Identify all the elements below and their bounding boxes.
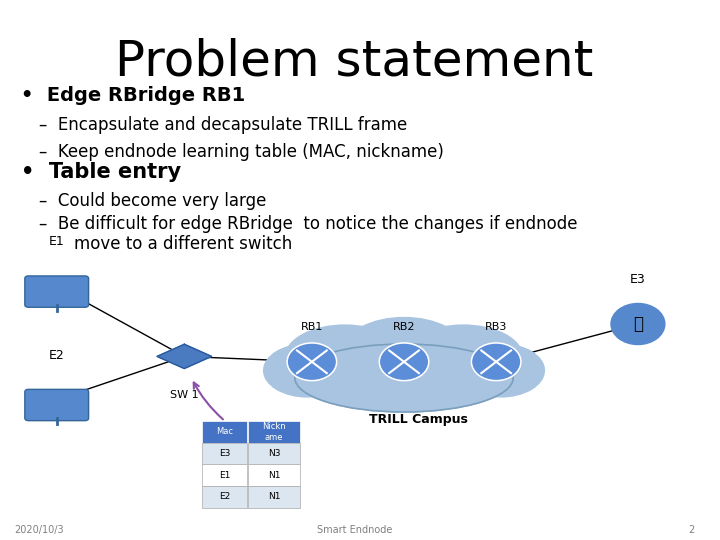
- Text: 🌐: 🌐: [633, 315, 643, 333]
- Text: •  Table entry: • Table entry: [22, 162, 181, 182]
- Text: ame: ame: [265, 433, 283, 442]
- Text: Problem statement: Problem statement: [115, 38, 593, 86]
- Circle shape: [287, 343, 337, 381]
- FancyBboxPatch shape: [202, 464, 247, 486]
- Text: Smart Endnode: Smart Endnode: [317, 524, 392, 535]
- Text: •  Edge RBridge RB1: • Edge RBridge RB1: [22, 86, 246, 105]
- Ellipse shape: [295, 344, 513, 412]
- Ellipse shape: [345, 318, 463, 381]
- Ellipse shape: [264, 344, 351, 397]
- Text: Mac: Mac: [216, 428, 233, 436]
- Ellipse shape: [404, 325, 523, 389]
- Text: TRILL Campus: TRILL Campus: [369, 413, 467, 426]
- Text: RB2: RB2: [393, 322, 415, 332]
- Text: –  Keep endnode learning table (MAC, nickname): – Keep endnode learning table (MAC, nick…: [39, 143, 444, 161]
- Text: E3: E3: [219, 449, 230, 458]
- Text: –  Encapsulate and decapsulate TRILL frame: – Encapsulate and decapsulate TRILL fram…: [39, 116, 408, 134]
- Polygon shape: [157, 345, 212, 368]
- FancyBboxPatch shape: [202, 486, 247, 508]
- FancyBboxPatch shape: [24, 389, 89, 421]
- Text: RB1: RB1: [301, 322, 323, 332]
- Text: –  Could become very large: – Could become very large: [39, 192, 266, 210]
- FancyBboxPatch shape: [248, 486, 300, 508]
- Text: SW 1: SW 1: [170, 390, 199, 400]
- Text: Nickn: Nickn: [262, 422, 286, 431]
- Text: E3: E3: [630, 273, 646, 286]
- Circle shape: [611, 303, 665, 345]
- Circle shape: [379, 343, 429, 381]
- Circle shape: [472, 343, 521, 381]
- Text: N3: N3: [268, 449, 280, 458]
- FancyBboxPatch shape: [24, 276, 89, 307]
- Text: RB3: RB3: [485, 322, 508, 332]
- Text: N1: N1: [268, 492, 280, 501]
- FancyBboxPatch shape: [248, 421, 300, 443]
- Text: N1: N1: [268, 471, 280, 480]
- Text: 2: 2: [688, 524, 695, 535]
- Ellipse shape: [286, 325, 404, 389]
- Text: –  Be difficult for edge RBridge  to notice the changes if endnode: – Be difficult for edge RBridge to notic…: [39, 215, 577, 233]
- Text: move to a different switch: move to a different switch: [74, 235, 292, 253]
- Text: E2: E2: [49, 349, 65, 362]
- Text: 2020/10/3: 2020/10/3: [14, 524, 64, 535]
- Text: E1: E1: [219, 471, 230, 480]
- FancyBboxPatch shape: [248, 443, 300, 464]
- Text: E2: E2: [219, 492, 230, 501]
- FancyBboxPatch shape: [202, 421, 247, 443]
- FancyBboxPatch shape: [248, 464, 300, 486]
- FancyBboxPatch shape: [202, 443, 247, 464]
- Text: E1: E1: [49, 235, 65, 248]
- Ellipse shape: [457, 344, 544, 397]
